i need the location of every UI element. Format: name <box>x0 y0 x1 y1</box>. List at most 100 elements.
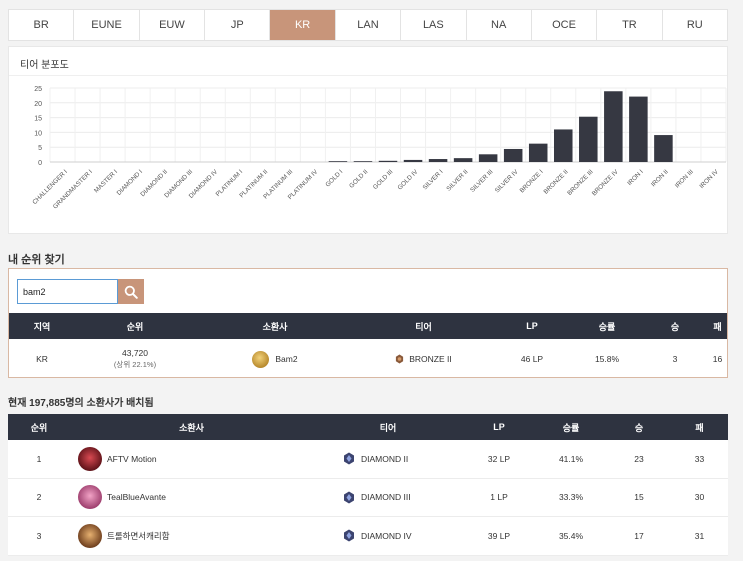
col-tier: 티어 <box>415 321 432 332</box>
row-tier-name: DIAMOND IV <box>361 530 412 541</box>
ranking-table: 순위 소환사 티어 LP 승률 승 패 1 AFTV Motion DIAMON… <box>8 414 728 556</box>
tab-br[interactable]: BR <box>9 10 75 40</box>
row-tier: DIAMOND II <box>313 452 463 465</box>
table-row[interactable]: 2 TealBlueAvante DIAMOND III 1 LP 33.3% … <box>8 479 728 517</box>
row-rank: 3 <box>36 530 42 541</box>
row-summoner[interactable]: 트롤하면서캐리함 <box>70 523 313 548</box>
result-rank: 43,720 (상위 22.1%) <box>75 349 195 369</box>
bar[interactable] <box>654 135 673 162</box>
row-wins: 15 <box>634 492 644 503</box>
bar[interactable] <box>378 160 398 162</box>
row-wins: 17 <box>634 530 644 541</box>
bar[interactable] <box>328 161 348 162</box>
bar[interactable] <box>403 159 423 162</box>
tab-jp[interactable]: JP <box>205 10 271 40</box>
x-tick-label: IRON I <box>626 168 645 187</box>
row-winrate: 35.4% <box>558 530 584 541</box>
region-tabs: BR EUNE EUW JP KR LAN LAS NA OCE TR RU <box>8 9 728 41</box>
y-tick-label: 25 <box>34 86 42 93</box>
x-tick-label: IRON II <box>650 168 670 188</box>
bar[interactable] <box>353 161 373 162</box>
col-lp: LP <box>493 422 505 432</box>
col-summoner: 소환사 <box>262 321 288 332</box>
tab-eune[interactable]: EUNE <box>74 10 140 40</box>
bar[interactable] <box>503 148 523 162</box>
tab-lan[interactable]: LAN <box>336 10 402 40</box>
x-tick-label: SILVER II <box>445 168 469 192</box>
search-button[interactable] <box>118 279 144 304</box>
row-summoner-name: TealBlueAvante <box>107 492 166 503</box>
y-tick-label: 5 <box>38 145 42 152</box>
row-summoner-name: 트롤하면서캐리함 <box>107 530 170 541</box>
tab-oce[interactable]: OCE <box>532 10 598 40</box>
table-row[interactable]: 3 트롤하면서캐리함 DIAMOND IV 39 LP 35.4% 17 31 <box>8 517 728 556</box>
tab-ru[interactable]: RU <box>686 19 703 31</box>
row-summoner[interactable]: TealBlueAvante <box>70 485 313 510</box>
bronze-tier-icon <box>396 354 404 364</box>
ranking-title: 현재 197,885명의 소환사가 배치됨 <box>8 398 154 409</box>
search-icon <box>124 285 138 299</box>
col-wins: 승 <box>634 422 644 433</box>
card-divider <box>9 75 727 76</box>
result-summoner[interactable]: Bam2 <box>195 350 355 368</box>
row-winrate: 41.1% <box>558 453 584 464</box>
result-summoner-name: Bam2 <box>275 354 298 364</box>
tier-distribution-title: 티어 분포도 <box>20 60 69 71</box>
table-row[interactable]: 1 AFTV Motion DIAMOND II 32 LP 41.1% 23 … <box>8 440 728 479</box>
row-wins: 23 <box>634 453 644 464</box>
row-tier: DIAMOND IV <box>313 529 463 542</box>
bar[interactable] <box>453 158 473 162</box>
row-losses: 30 <box>694 492 705 503</box>
tab-euw[interactable]: EUW <box>140 10 206 40</box>
bar[interactable] <box>528 143 548 162</box>
x-tick-label: SILVER I <box>422 168 445 191</box>
tab-na[interactable]: NA <box>467 10 532 40</box>
tab-kr[interactable]: KR <box>270 10 336 40</box>
x-tick-label: GOLD IV <box>396 168 420 192</box>
find-rank-result-row[interactable]: KR 43,720 (상위 22.1%) Bam2 BRONZE II 46 L… <box>9 341 727 377</box>
tab-las[interactable]: LAS <box>401 10 467 40</box>
summoner-avatar <box>78 446 102 471</box>
row-lp: 32 LP <box>487 453 511 464</box>
bar[interactable] <box>553 129 573 162</box>
col-winrate: 승률 <box>598 321 616 332</box>
x-tick-label: BRONZE IV <box>591 168 621 198</box>
row-summoner-name: AFTV Motion <box>107 453 157 464</box>
search-input[interactable] <box>17 279 118 304</box>
bar[interactable] <box>428 159 448 162</box>
y-tick-label: 10 <box>34 130 42 137</box>
row-rank: 1 <box>36 453 42 464</box>
bar[interactable] <box>478 154 498 162</box>
tab-tr[interactable]: TR <box>597 10 663 40</box>
x-tick-label: IRON III <box>674 168 695 189</box>
x-tick-label: GOLD I <box>324 168 344 188</box>
result-region: KR <box>36 354 48 364</box>
x-tick-label: SILVER IV <box>494 168 520 194</box>
bar[interactable] <box>629 96 648 162</box>
col-lp: LP <box>526 321 538 331</box>
bar[interactable] <box>579 116 598 162</box>
x-tick-label: SILVER III <box>469 168 495 194</box>
result-rank-percent: (상위 22.1%) <box>113 359 157 369</box>
row-tier-name: DIAMOND II <box>361 453 409 464</box>
y-tick-label: 0 <box>38 160 42 167</box>
x-tick-label: GOLD III <box>372 168 395 191</box>
find-rank-header: 지역 순위 소환사 티어 LP 승률 승 패 <box>9 313 727 339</box>
col-tier: 티어 <box>379 422 397 433</box>
row-losses: 31 <box>694 530 705 541</box>
result-rank-value: 43,720 <box>122 348 148 359</box>
find-rank-title: 내 순위 찾기 <box>8 254 65 266</box>
x-tick-label: BRONZE I <box>519 168 545 194</box>
result-tier-name: BRONZE II <box>409 354 452 364</box>
row-summoner[interactable]: AFTV Motion <box>70 446 313 471</box>
tier-distribution-card: 티어 분포도 0 5 10 15 20 25 CHALLENGER I GRANDMASTER… <box>8 46 728 234</box>
row-tier: DIAMOND III <box>313 491 463 504</box>
bar[interactable] <box>604 91 623 162</box>
y-tick-label: 20 <box>34 101 42 108</box>
diamond-tier-icon <box>344 452 354 465</box>
result-winrate: 15.8% <box>594 354 620 364</box>
row-winrate: 33.3% <box>558 492 584 503</box>
result-tier: BRONZE II <box>355 354 492 364</box>
row-losses: 33 <box>694 453 705 464</box>
